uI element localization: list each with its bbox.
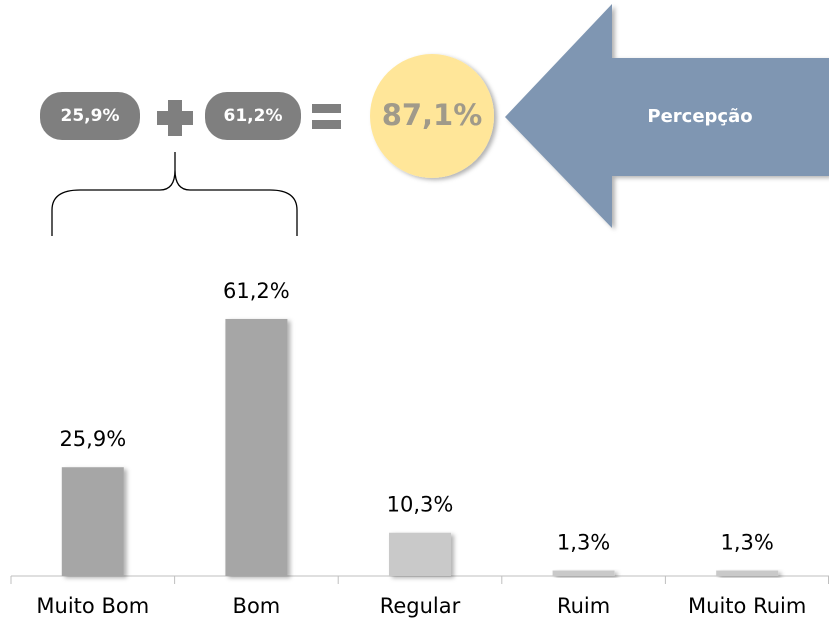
pill-label: 61,2% xyxy=(224,106,283,126)
value-label: 1,3% xyxy=(721,531,774,555)
bar xyxy=(225,318,288,576)
x-tick-label: Muito Ruim xyxy=(688,594,806,618)
x-tick-label: Regular xyxy=(380,594,461,618)
bar xyxy=(389,532,451,576)
equals-sign xyxy=(312,104,341,113)
x-tick-label: Bom xyxy=(233,594,281,618)
arrow-label: Percepção xyxy=(647,106,752,127)
pill-label: 25,9% xyxy=(61,106,120,126)
x-tick-label: Ruim xyxy=(557,594,610,618)
pill xyxy=(205,92,301,140)
bar xyxy=(716,570,779,576)
value-label: 1,3% xyxy=(557,531,610,555)
plus-sign xyxy=(157,100,193,136)
value-label: 25,9% xyxy=(59,427,126,451)
result-circle xyxy=(370,54,494,178)
pill xyxy=(40,92,140,140)
arrow xyxy=(505,4,829,228)
bar xyxy=(61,467,124,576)
bar xyxy=(552,570,615,576)
result-label: 87,1% xyxy=(382,98,483,132)
value-label: 10,3% xyxy=(387,493,454,517)
brace xyxy=(51,152,298,236)
equals-sign xyxy=(312,120,341,129)
value-label: 61,2% xyxy=(223,279,290,303)
x-tick-label: Muito Bom xyxy=(36,594,149,618)
